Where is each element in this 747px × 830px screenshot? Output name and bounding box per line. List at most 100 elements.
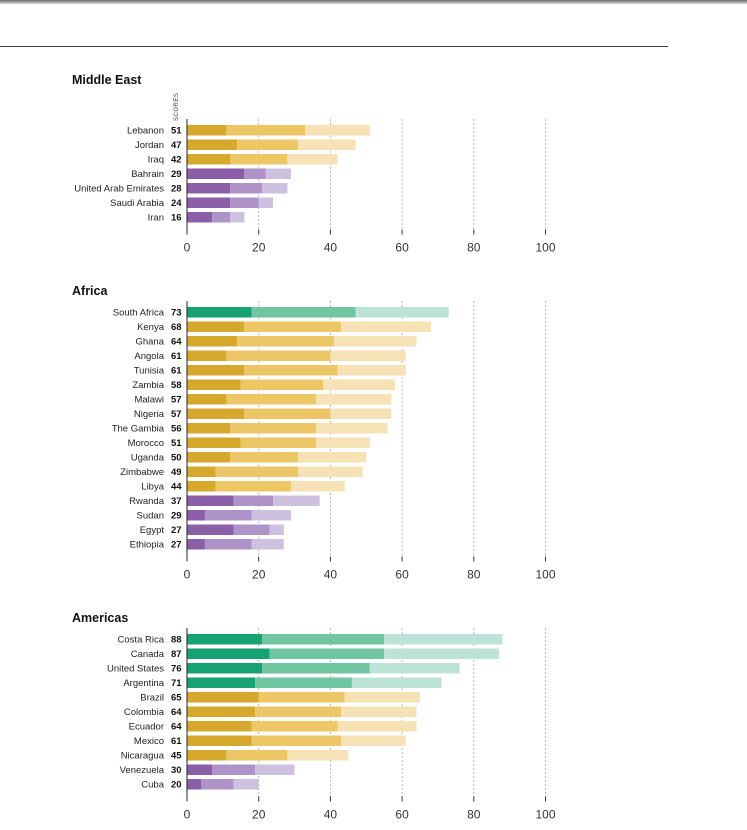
bar-row-rwanda: Rwanda 37: [129, 495, 320, 507]
bar-row-ethiopia: Ethiopia 27: [130, 539, 284, 551]
bar-row-ghana: Ghana 64: [135, 336, 417, 348]
tick-label: 40: [324, 241, 338, 255]
bar-segment-3: [355, 307, 449, 318]
score-label: 20: [171, 780, 182, 791]
bar-segment-3: [273, 495, 320, 506]
score-label: 24: [171, 198, 182, 209]
score-label: 65: [171, 693, 182, 704]
country-label: Iran: [148, 213, 164, 224]
bar-segment-2: [258, 692, 345, 703]
bar-segment-3: [298, 466, 363, 477]
section-title: Africa: [72, 284, 108, 298]
bar-segment-1: [187, 125, 227, 136]
bar-segment-1: [187, 379, 241, 390]
bar-segment-3: [316, 423, 388, 434]
bar-segment-1: [187, 466, 216, 477]
country-label: Venezuela: [120, 765, 165, 776]
country-label: Canada: [131, 649, 165, 660]
country-label: Zimbabwe: [120, 467, 164, 478]
bar-segment-3: [330, 408, 392, 419]
bar-segment-3: [265, 168, 291, 179]
bar-segment-1: [187, 307, 252, 318]
section-americas: Americas Costa Rica 88 Canada 87 United State…: [72, 611, 556, 822]
bar-segment-1: [187, 510, 205, 521]
score-label: 64: [171, 707, 182, 718]
country-label: South Africa: [113, 308, 165, 319]
bar-segment-2: [251, 735, 342, 746]
score-label: 57: [171, 409, 182, 420]
bar-segment-1: [187, 735, 252, 746]
score-label: 73: [171, 308, 182, 319]
tick-label: 100: [535, 241, 555, 255]
bar-segment-3: [337, 721, 417, 732]
top-rule: [0, 46, 668, 47]
tick-label: 80: [467, 808, 481, 822]
score-label: 30: [171, 765, 182, 776]
bar-segment-1: [187, 408, 245, 419]
bar-row-nigeria: Nigeria 57: [134, 408, 392, 420]
bar-segment-2: [230, 183, 263, 194]
bar-segment-3: [251, 539, 284, 550]
bar-segment-1: [187, 452, 231, 463]
bar-row-libya: Libya 44: [141, 481, 345, 493]
bar-segment-2: [262, 663, 370, 674]
bar-segment-2: [251, 721, 338, 732]
tick-label: 80: [467, 568, 481, 582]
score-label: 29: [171, 511, 182, 522]
country-label: Zambia: [132, 380, 164, 391]
tick-label: 20: [252, 808, 266, 822]
tick-label: 20: [252, 241, 266, 255]
bar-segment-2: [237, 336, 334, 347]
section-middle-east: Middle East SCORES Lebanon 51 Jordan 47 Iraq 42…: [72, 73, 556, 255]
section-title: Middle East: [72, 73, 142, 87]
bar-segment-2: [230, 197, 259, 208]
bar-row-ecuador: Ecuador 64: [129, 721, 417, 733]
bar-segment-1: [187, 663, 263, 674]
bar-segment-3: [341, 735, 406, 746]
bar-segment-1: [187, 721, 252, 732]
tick-label: 0: [184, 568, 191, 582]
bar-segment-3: [290, 481, 345, 492]
score-label: 45: [171, 751, 182, 762]
score-label: 28: [171, 184, 182, 195]
bar-segment-2: [244, 408, 331, 419]
country-label: Sudan: [137, 511, 164, 522]
bar-segment-3: [384, 634, 503, 645]
bar-segment-2: [204, 539, 252, 550]
bar-row-kenya: Kenya 68: [137, 321, 431, 333]
country-label: Bahrain: [131, 169, 164, 180]
tick-label: 60: [395, 808, 409, 822]
bar-segment-2: [204, 510, 252, 521]
country-label: Nicaragua: [121, 751, 165, 762]
bar-segment-3: [305, 125, 370, 136]
bar-segment-2: [201, 779, 234, 790]
score-label: 57: [171, 395, 182, 406]
score-label: 56: [171, 424, 182, 435]
score-label: 68: [171, 322, 182, 333]
country-label: Nigeria: [134, 409, 165, 420]
bar-segment-1: [187, 764, 213, 775]
bar-segment-2: [230, 452, 299, 463]
bar-row-united-states: United States 76: [107, 663, 460, 675]
bar-segment-2: [240, 437, 317, 448]
bar-row-costa-rica: Costa Rica 88: [118, 634, 503, 646]
score-label: 71: [171, 678, 182, 689]
y-axis-label: SCORES: [174, 93, 180, 121]
score-label: 61: [171, 351, 182, 362]
score-label: 51: [171, 438, 182, 449]
bar-segment-2: [251, 307, 356, 318]
tick-label: 0: [184, 241, 191, 255]
bar-row-tunisia: Tunisia 61: [134, 365, 406, 377]
bar-row-nicaragua: Nicaragua 45: [121, 750, 349, 762]
section-africa: Africa South Africa 73 Kenya 68 Ghana 64 Angola…: [72, 284, 556, 582]
country-label: Ghana: [135, 337, 164, 348]
tick-label: 60: [395, 241, 409, 255]
bar-row-jordan: Jordan 47: [135, 139, 356, 151]
bar-row-egypt: Egypt 27: [140, 524, 284, 536]
bar-row-bahrain: Bahrain 29: [131, 168, 291, 180]
country-label: Argentina: [123, 678, 164, 689]
country-label: Lebanon: [127, 126, 164, 137]
bar-segment-3: [341, 706, 417, 717]
bar-row-angola: Angola 61: [134, 350, 406, 362]
bar-segment-3: [298, 139, 356, 150]
